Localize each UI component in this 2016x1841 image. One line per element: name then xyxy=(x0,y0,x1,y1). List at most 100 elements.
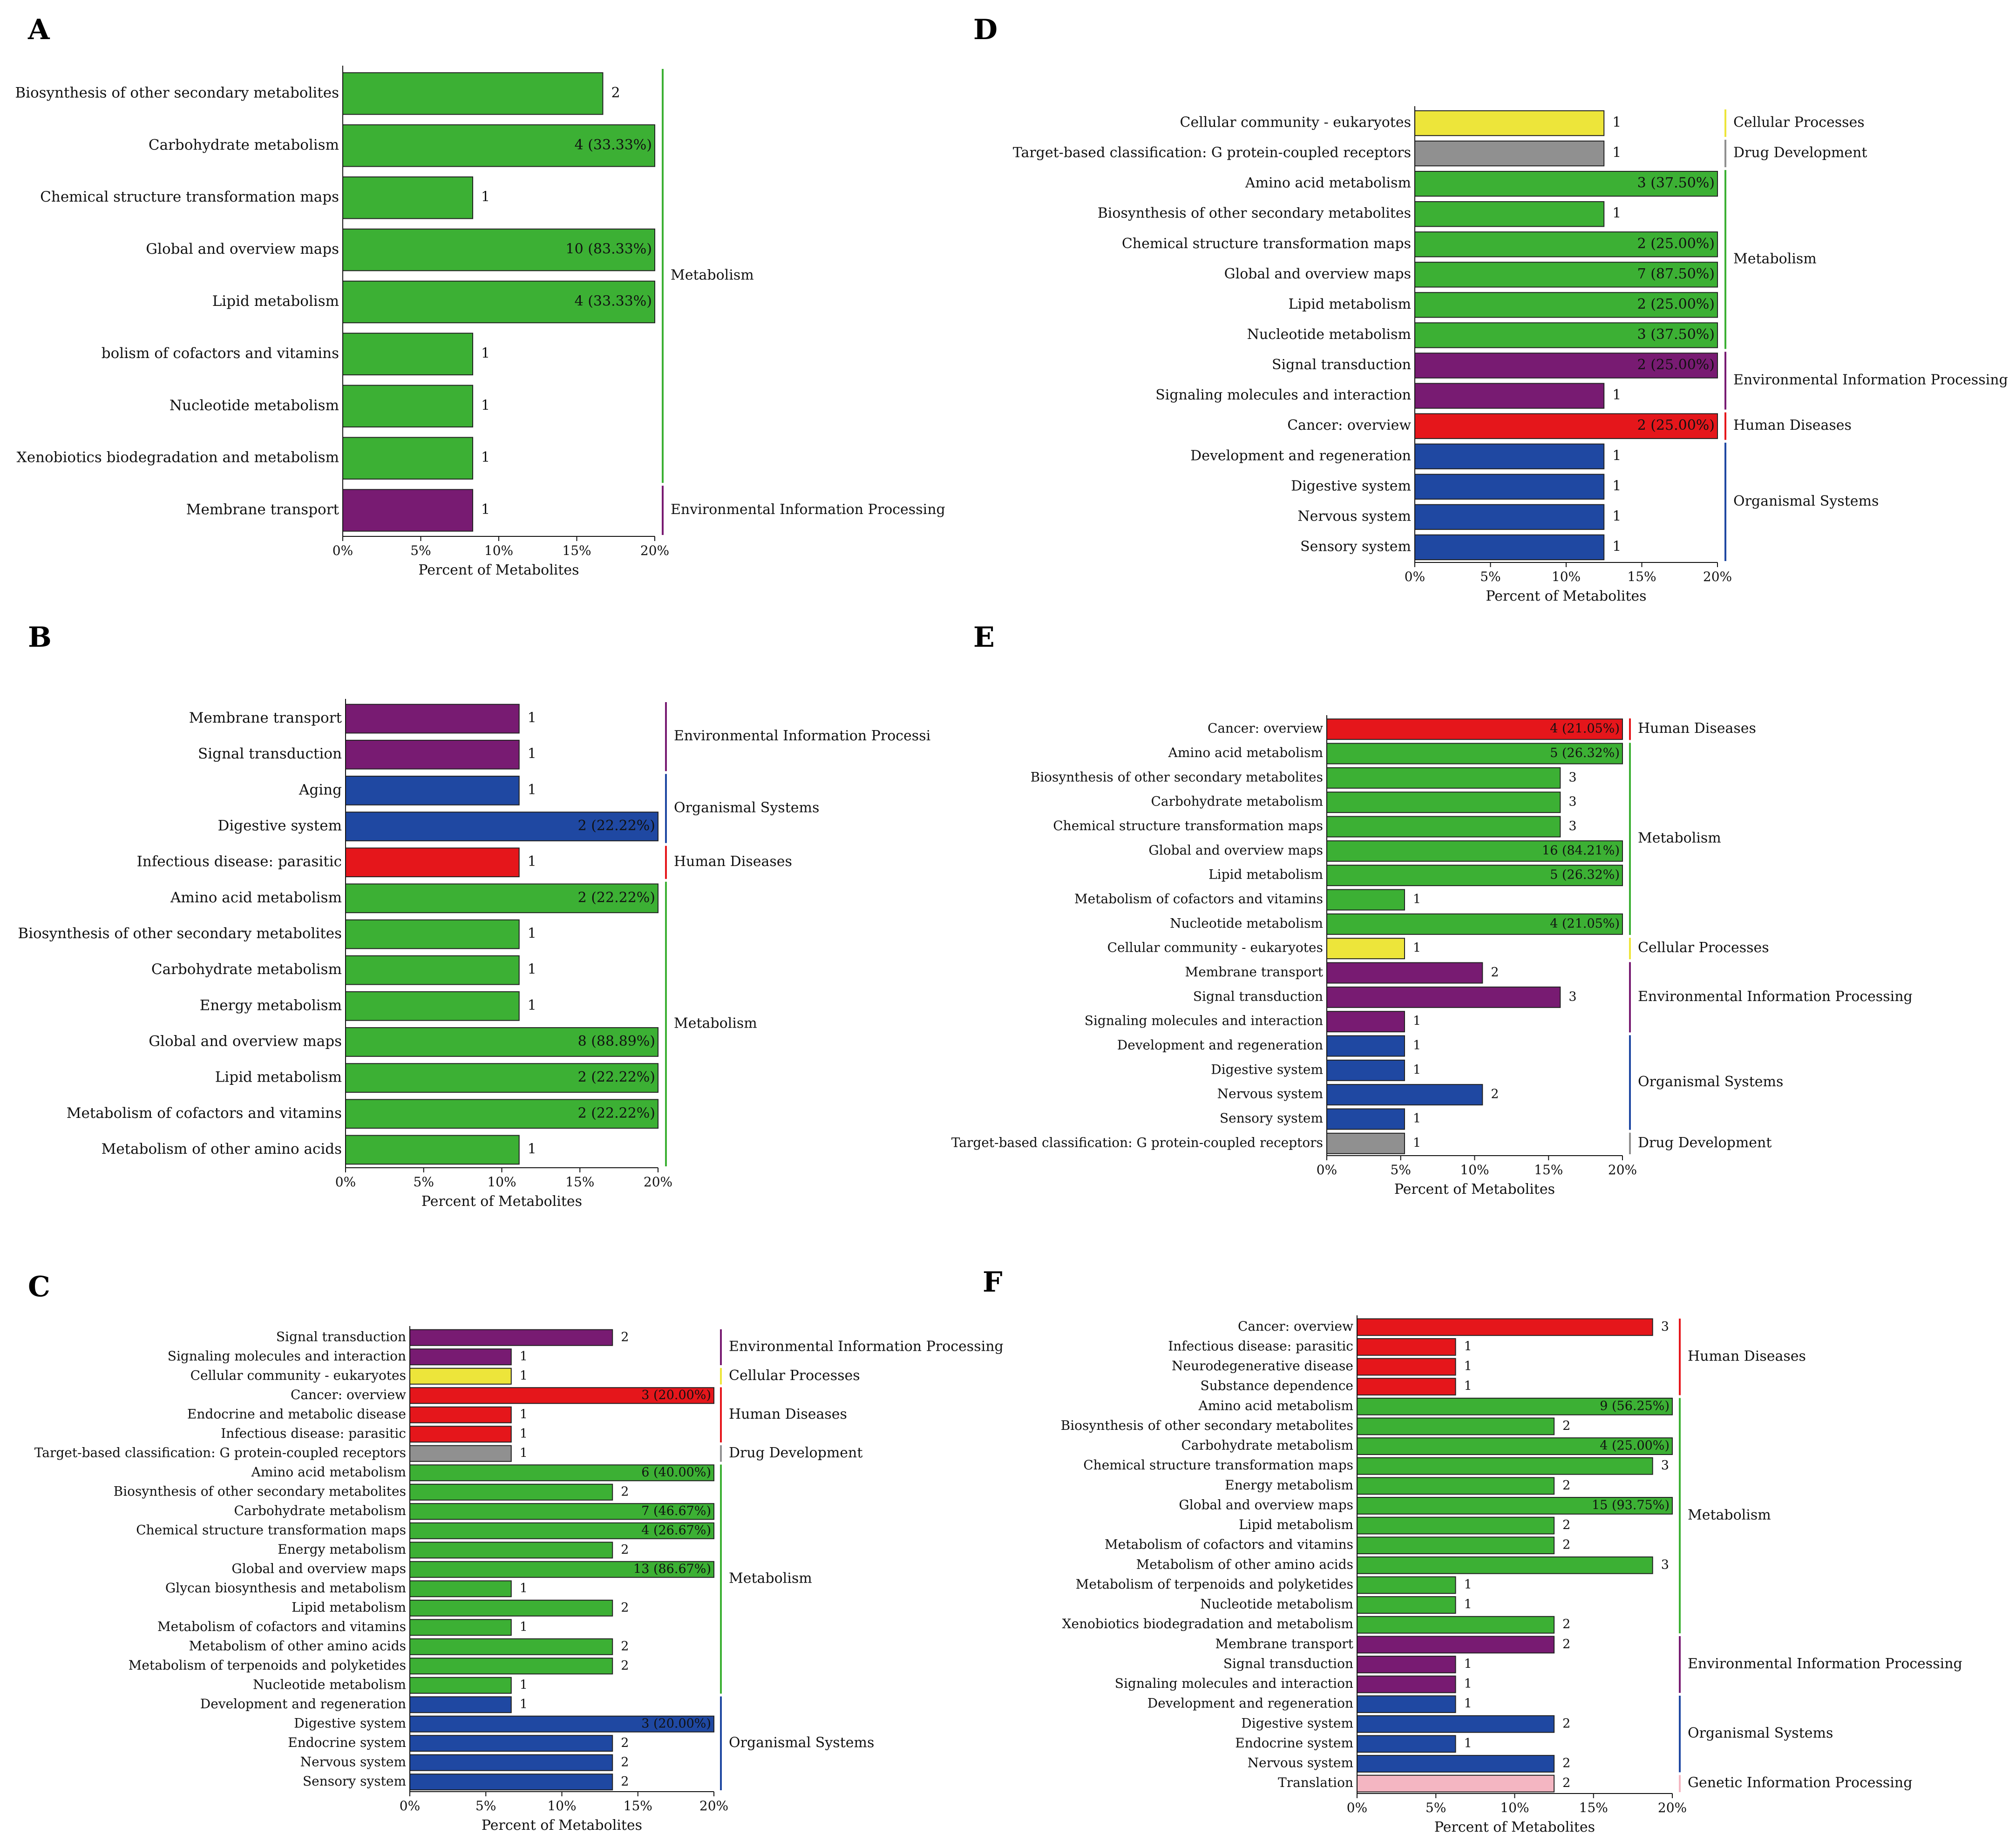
category-label: Endocrine and metabolic disease xyxy=(187,1406,406,1421)
x-tick-label: 10% xyxy=(484,543,513,558)
data-label: 1 xyxy=(1413,892,1421,907)
category-label: Xenobiotics biodegradation and metabolis… xyxy=(1062,1616,1353,1631)
data-label: 5 (26.32%) xyxy=(1550,868,1620,882)
bar xyxy=(1414,262,1718,288)
data-label: 2 xyxy=(621,1755,629,1769)
data-label: 2 xyxy=(621,1543,629,1557)
bar xyxy=(1414,534,1605,561)
data-label: 1 xyxy=(520,1620,528,1634)
category-label: Target-based classification: G protein-c… xyxy=(951,1135,1323,1150)
bar xyxy=(1357,1477,1555,1495)
category-label: Nervous system xyxy=(1297,508,1411,524)
bar xyxy=(1414,352,1718,379)
data-label: 1 xyxy=(1464,1577,1472,1592)
x-tick-label: 15% xyxy=(1534,1162,1563,1178)
category-label: Signal transduction xyxy=(198,745,342,762)
data-label: 1 xyxy=(520,1446,528,1460)
category-label: Biosynthesis of other secondary metaboli… xyxy=(1031,769,1323,785)
data-label: 1 xyxy=(1464,1359,1472,1374)
group-label: Metabolism xyxy=(674,1015,757,1031)
bar xyxy=(1414,231,1718,257)
data-label: 2 (22.22%) xyxy=(578,889,655,906)
bar xyxy=(1357,1774,1555,1793)
bar xyxy=(1357,1616,1555,1634)
category-label: Glycan biosynthesis and metabolism xyxy=(165,1580,406,1596)
category-label: Biosynthesis of other secondary metaboli… xyxy=(15,84,339,101)
data-label: 3 xyxy=(1568,795,1576,809)
x-tick-label: 10% xyxy=(487,1174,516,1190)
category-label: Signaling molecules and interaction xyxy=(1115,1676,1353,1691)
bar xyxy=(1357,1556,1653,1574)
category-label: Chemical structure transformation maps xyxy=(40,189,339,205)
data-label: 2 xyxy=(1562,1756,1570,1771)
bar xyxy=(1357,1358,1456,1376)
category-label: Membrane transport xyxy=(189,710,342,726)
bar xyxy=(1326,743,1623,765)
category-label: Global and overview maps xyxy=(149,1033,342,1049)
category-label: Biosynthesis of other secondary metaboli… xyxy=(1061,1418,1353,1433)
category-label: Infectious disease: parasitic xyxy=(221,1426,406,1441)
category-label: Global and overview maps xyxy=(1179,1497,1353,1512)
x-tick-label: 15% xyxy=(1627,569,1656,584)
category-label: Amino acid metabolism xyxy=(170,889,342,906)
data-label: 3 (37.50%) xyxy=(1637,175,1715,191)
data-label: 1 xyxy=(1464,1657,1472,1671)
category-label: Digestive system xyxy=(1291,478,1411,494)
data-label: 1 xyxy=(481,449,490,466)
category-label: Target-based classification: G protein-c… xyxy=(34,1445,406,1460)
category-label: Xenobiotics biodegradation and metabolis… xyxy=(17,449,339,466)
group-label: Drug Development xyxy=(1733,145,1867,161)
category-label: Global and overview maps xyxy=(1148,842,1323,858)
data-label: 13 (86.67%) xyxy=(633,1562,711,1576)
x-tick-label: 15% xyxy=(562,543,591,558)
category-label: Translation xyxy=(1278,1775,1353,1790)
category-label: Aging xyxy=(299,781,342,798)
bar xyxy=(409,1483,613,1501)
x-tick-label: 0% xyxy=(1347,1800,1367,1815)
data-label: 1 xyxy=(481,397,490,413)
group-label: Organismal Systems xyxy=(1638,1074,1783,1090)
category-label: Chemical structure transformation maps xyxy=(1053,818,1323,833)
category-label: Global and overview maps xyxy=(146,241,339,257)
data-label: 2 xyxy=(1562,1518,1570,1532)
panel-letter: F xyxy=(983,1266,1003,1299)
data-label: 2 (25.00%) xyxy=(1637,296,1715,312)
data-label: 1 xyxy=(481,189,490,205)
data-label: 2 (22.22%) xyxy=(578,1069,655,1085)
group-label: Environmental Information Processing xyxy=(1688,1656,1962,1672)
data-label: 3 xyxy=(1661,1557,1669,1572)
category-label: Metabolism of terpenoids and polyketides xyxy=(129,1658,406,1673)
panel-f: F Cancer: overview 3 Infectious disease: pa… xyxy=(983,1266,1962,1835)
group-label: Cellular Processes xyxy=(1638,940,1769,956)
category-label: Global and overview maps xyxy=(231,1561,406,1576)
bar xyxy=(409,1406,512,1423)
category-label: Amino acid metabolism xyxy=(251,1464,406,1480)
bar xyxy=(1357,1576,1456,1594)
bar xyxy=(1357,1695,1456,1713)
category-label: Signal transduction xyxy=(1193,988,1323,1004)
data-label: 3 xyxy=(1661,1320,1669,1334)
bar xyxy=(345,955,520,985)
bar xyxy=(1326,840,1623,862)
x-tick-label: 0% xyxy=(1405,569,1425,584)
group-label: Organismal Systems xyxy=(729,1734,874,1751)
panel-letter: C xyxy=(28,1271,50,1303)
x-tick-label: 15% xyxy=(565,1174,594,1190)
data-label: 1 xyxy=(520,1697,528,1712)
category-label: Metabolism of cofactors and vitamins xyxy=(1074,891,1323,907)
data-label: 6 (40.00%) xyxy=(641,1465,711,1480)
bar xyxy=(345,919,520,949)
data-label: 16 (84.21%) xyxy=(1542,843,1620,858)
bar xyxy=(345,1027,658,1057)
data-label: 1 xyxy=(1464,1677,1472,1691)
category-label: Cellular community - eukaryotes xyxy=(190,1367,406,1383)
bar xyxy=(1326,986,1561,1008)
category-label: Biosynthesis of other secondary metaboli… xyxy=(114,1483,406,1499)
group-label: Genetic Information Processing xyxy=(1688,1775,1912,1791)
bar xyxy=(345,991,520,1021)
data-label: 3 (20.00%) xyxy=(641,1388,711,1402)
bar xyxy=(1357,1397,1673,1415)
data-label: 3 (37.50%) xyxy=(1637,326,1715,343)
group-label: Environmental Information Processing xyxy=(1733,372,2008,388)
bar xyxy=(409,1561,714,1578)
